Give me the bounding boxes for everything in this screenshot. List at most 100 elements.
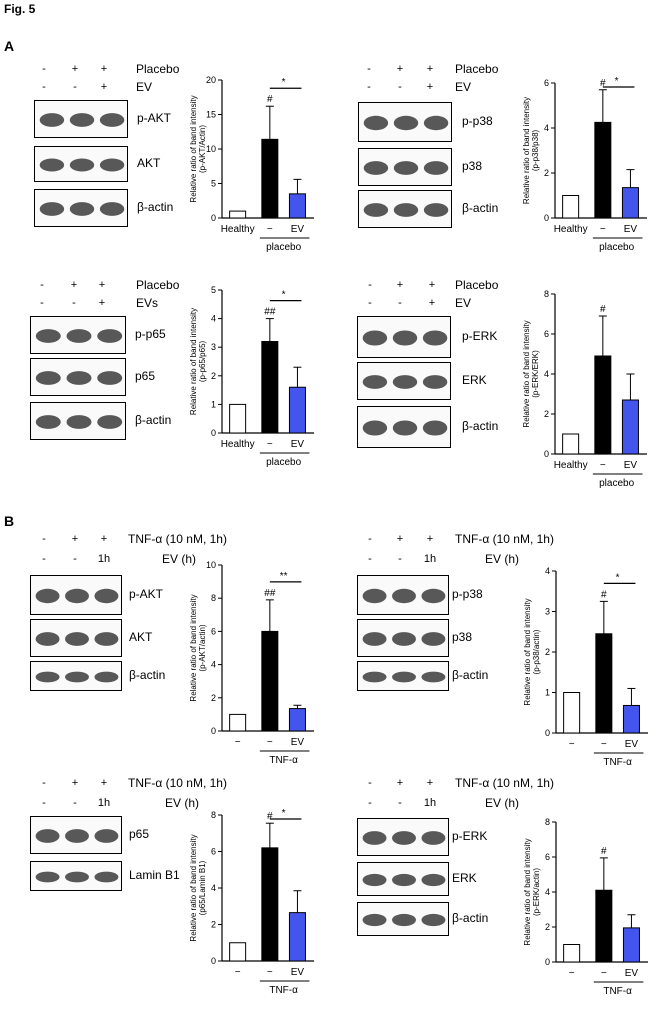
western-blot-image [34, 146, 128, 182]
treatment-label: EVs [136, 296, 159, 310]
blot-band [423, 203, 449, 217]
y-tick-label: 2 [211, 920, 216, 930]
bar-chart: 0 2 4 6 8 Relative ratio of band intensity (p-… [522, 289, 647, 489]
blot-bands [35, 671, 119, 683]
y-axis-label: (p-AKT/actin) [198, 624, 207, 671]
x-tick-label: − [600, 460, 606, 471]
y-tick-label: 5 [211, 285, 216, 295]
blot-label: β-actin [462, 201, 499, 215]
treatment-label: EV (h) [485, 796, 520, 810]
blot-label: p-AKT [137, 111, 172, 125]
blot-band [421, 873, 446, 887]
blot-label: ERK [452, 871, 477, 885]
blot-label: AKT [137, 156, 161, 170]
treatment-sign: - [42, 777, 46, 789]
blot-band [422, 420, 448, 436]
blot-label: β-actin [452, 668, 489, 682]
treatment-sign: - [398, 553, 402, 565]
blot-band [39, 113, 65, 127]
treatment-sign: - [72, 297, 76, 309]
significance-stars: * [282, 808, 286, 819]
treatment-label: EV [455, 296, 472, 310]
blot-band [362, 330, 388, 346]
significance-stars: * [282, 77, 286, 88]
x-tick-label: Healthy [554, 460, 588, 471]
y-axis-label: (p-ERK/ERK) [531, 350, 540, 398]
treatment-sign: + [98, 297, 106, 309]
x-tick-label: Healthy [554, 224, 588, 235]
blot-band [97, 415, 123, 429]
bar [261, 630, 279, 732]
blot-band [66, 371, 92, 385]
western-blot-image [30, 861, 122, 891]
significance-mark: ## [264, 588, 276, 599]
x-tick-label: EV [291, 967, 305, 978]
blot-label: p-p65 [135, 327, 166, 341]
x-tick-label: EV [291, 439, 305, 450]
blot-band [99, 158, 125, 172]
western-blot-image [30, 402, 126, 440]
western-blot-image [34, 189, 128, 227]
blot-band [94, 871, 119, 883]
y-tick-label: 4 [544, 369, 549, 379]
y-tick-label: 0 [545, 728, 550, 738]
significance-mark: # [601, 846, 607, 857]
blot-band [65, 632, 89, 646]
y-tick-label: 8 [544, 289, 549, 299]
blot-band [362, 632, 387, 646]
treatment-sign: - [368, 553, 372, 565]
western-blot-image [357, 406, 451, 448]
blot-label: ERK [462, 373, 487, 387]
y-tick-label: 6 [545, 852, 550, 862]
bar [563, 692, 581, 734]
western-blot-image [358, 102, 452, 142]
blot-band [65, 871, 89, 883]
significance-stars: * [616, 572, 620, 583]
blot-bands [35, 588, 119, 604]
y-axis-label: Relative ratio of band intensity [189, 834, 198, 941]
significance-mark: ## [264, 307, 276, 318]
blot-band [362, 671, 387, 683]
blot-bands [35, 415, 123, 429]
x-tick-label: Healthy [221, 224, 255, 235]
western-blot-image [357, 902, 449, 936]
x-tick-label: − [600, 224, 606, 235]
treatment-sign: + [100, 63, 108, 75]
western-blot-image [357, 619, 449, 657]
western-blot-image [357, 862, 449, 896]
blot-band [392, 873, 416, 887]
treatment-sign: - [40, 297, 44, 309]
y-tick-label: 4 [211, 883, 216, 893]
blot-band [65, 829, 89, 843]
treatment-sign: + [100, 81, 108, 93]
blot-band [392, 420, 418, 436]
significance-mark: # [601, 589, 607, 600]
blot-band [35, 588, 60, 604]
y-axis-label: (p65/Lamin B1) [198, 860, 207, 915]
y-tick-label: 5 [211, 179, 216, 189]
treatment-sign: + [428, 279, 436, 291]
western-blot-image [34, 100, 128, 138]
treatment-sign: + [71, 777, 79, 789]
blot-band [423, 115, 449, 131]
western-blot-image [30, 358, 126, 396]
y-tick-label: 4 [545, 566, 550, 576]
x-tick-label: EV [624, 224, 638, 235]
y-tick-label: 0 [544, 449, 549, 459]
bar [621, 187, 639, 219]
section-label-a: A [4, 38, 15, 54]
blot-bands [35, 329, 123, 343]
x-tick-label: − [569, 968, 575, 979]
blot-bands [39, 158, 125, 172]
treatment-sign: + [100, 533, 108, 545]
y-tick-label: 4 [545, 887, 550, 897]
y-tick-label: 10 [206, 560, 216, 570]
treatment-sign: - [368, 533, 372, 545]
bar-chart: 0 1 2 3 4 Relative ratio of band intensity (p-… [523, 566, 648, 768]
treatment-sign: - [367, 81, 371, 93]
blot-band [393, 115, 419, 131]
blot-label: p-ERK [452, 829, 488, 843]
blot-bands [35, 371, 123, 385]
western-blot-image [30, 661, 122, 691]
western-blot-image [358, 148, 452, 186]
